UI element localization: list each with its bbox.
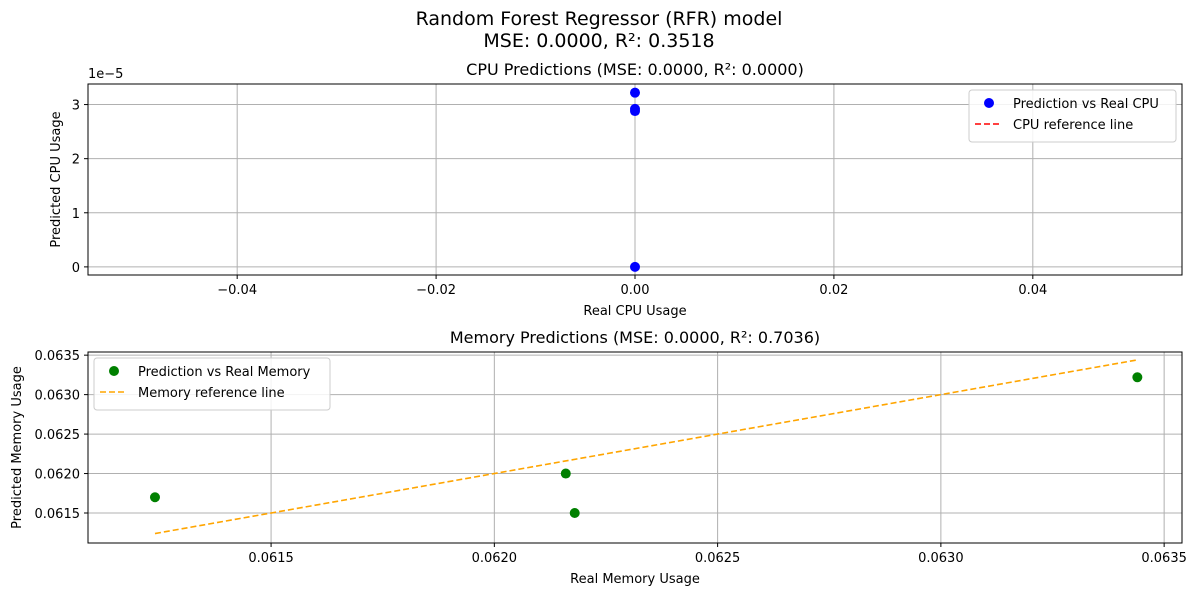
legend-label: Prediction vs Real CPU: [1013, 97, 1159, 112]
memory-chart: Memory Predictions (MSE: 0.0000, R²: 0.7…: [10, 328, 1187, 587]
legend-label: Prediction vs Real Memory: [138, 365, 311, 380]
x-tick-label: 0.04: [1018, 283, 1047, 298]
y-tick-label: 0.0630: [35, 389, 81, 404]
y-tick-label: 1: [72, 207, 80, 222]
legend-box: [93, 357, 331, 411]
data-point: [630, 106, 640, 117]
x-tick-label: −0.02: [416, 283, 456, 298]
y-tick-label: 2: [72, 153, 80, 168]
x-tick-label: −0.04: [217, 283, 257, 298]
y-tick-label: 0.0620: [35, 468, 81, 483]
legend: Prediction vs Real Memory Memory referenc…: [93, 357, 331, 411]
y-tick-label: 0.0615: [35, 507, 81, 522]
x-tick-label: 0.0635: [1141, 551, 1187, 566]
y-tick-label: 0: [72, 261, 80, 276]
plot-frame: [87, 351, 1183, 544]
data-point: [560, 468, 571, 479]
figure-subtitle: MSE: 0.0000, R²: 0.3518: [483, 30, 714, 52]
data-point: [149, 492, 160, 503]
y-tick-label: 0.0625: [35, 428, 81, 443]
y-axis-label: Predicted CPU Usage: [49, 111, 64, 247]
y-tick-label: 3: [72, 99, 80, 114]
figure-title: Random Forest Regressor (RFR) model: [416, 8, 783, 30]
legend: Prediction vs Real CPU CPU reference line: [968, 89, 1177, 143]
legend-label: CPU reference line: [1013, 118, 1133, 133]
data-point: [630, 87, 640, 98]
chart-title: Memory Predictions (MSE: 0.0000, R²: 0.7…: [450, 328, 820, 347]
cpu-chart: CPU Predictions (MSE: 0.0000, R²: 0.0000…: [49, 60, 1183, 319]
x-tick-label: 0.00: [621, 283, 650, 298]
legend-marker: [109, 366, 119, 376]
x-tick-label: 0.0625: [695, 551, 741, 566]
plot-frame: [87, 83, 1183, 276]
data-point: [630, 261, 640, 272]
legend-box: [968, 89, 1177, 143]
y-axis-label: Predicted Memory Usage: [10, 366, 25, 529]
chart-title: CPU Predictions (MSE: 0.0000, R²: 0.0000…: [466, 60, 804, 79]
y-tick-label: 0.0635: [35, 349, 81, 364]
x-axis-label: Real CPU Usage: [583, 304, 686, 319]
x-tick-label: 0.02: [819, 283, 848, 298]
x-tick-label: 0.0620: [472, 551, 518, 566]
reference-line: [154, 359, 1138, 535]
y-offset-label: 1e−5: [88, 67, 123, 82]
data-point: [569, 508, 580, 519]
legend-marker: [984, 98, 994, 108]
x-axis-label: Real Memory Usage: [570, 572, 700, 587]
legend-label: Memory reference line: [138, 386, 285, 401]
x-tick-label: 0.0630: [918, 551, 964, 566]
data-point: [1132, 372, 1143, 383]
x-tick-label: 0.0615: [248, 551, 294, 566]
